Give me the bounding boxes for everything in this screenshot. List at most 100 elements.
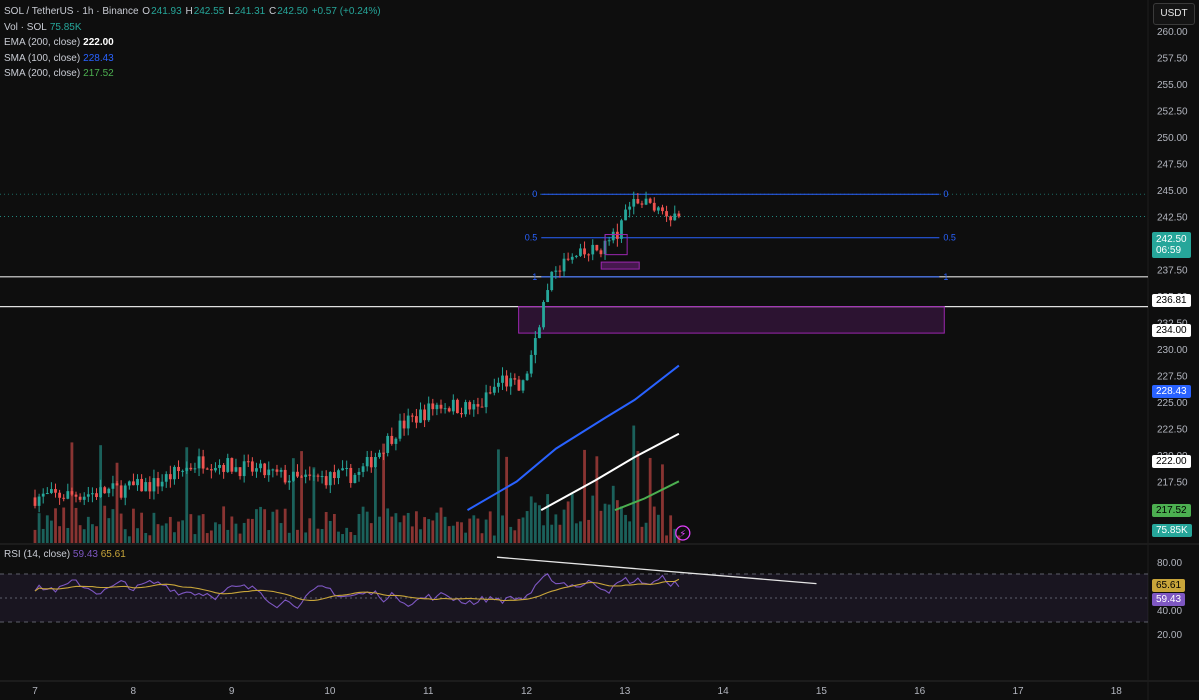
candle-body (271, 469, 275, 471)
volume-bar (566, 501, 570, 543)
fib-level-label: 0.5 (525, 233, 538, 243)
candle-body (259, 463, 262, 469)
indicator-sma200[interactable]: SMA (200, close) 217.52 (4, 66, 382, 82)
candle-body (488, 392, 492, 394)
price-tick-label: 255.00 (1157, 80, 1188, 91)
candle-body (193, 468, 197, 470)
volume-bar (181, 520, 185, 543)
candle-body (58, 492, 62, 498)
volume-bar (447, 526, 451, 543)
candle-body (369, 456, 373, 468)
volume-bar (246, 518, 250, 543)
time-tick-label: 10 (324, 686, 336, 697)
volume-bar (41, 528, 45, 543)
candle-body (189, 467, 193, 470)
volume-bar (390, 516, 394, 543)
candle-body (583, 248, 586, 255)
indicator-value: 75.85K (49, 21, 82, 33)
volume-bar (558, 524, 562, 543)
candle-body (349, 467, 353, 483)
candle-body (62, 497, 66, 499)
volume-bar (283, 508, 287, 543)
candle-body (427, 403, 431, 421)
rsi-tick-label: 80.00 (1157, 558, 1182, 569)
volume-bar (164, 523, 168, 543)
rsi-value: 59.43 (72, 549, 98, 560)
candle-body (513, 378, 517, 380)
volume-tag: 75.85K (1152, 524, 1192, 537)
volume-bar (140, 512, 144, 543)
volume-bar (218, 524, 221, 543)
volume-bar (95, 526, 98, 543)
candle-body (250, 461, 254, 472)
current-price: 242.50 (1156, 234, 1187, 245)
volume-bar (127, 536, 131, 543)
indicator-value: 217.52 (83, 68, 114, 79)
candle-body (480, 406, 484, 408)
candle-body (644, 198, 648, 205)
candle-body (320, 476, 324, 478)
volume-bar (394, 513, 398, 543)
price-tick-label: 250.00 (1157, 133, 1188, 144)
volume-bar (607, 504, 611, 543)
fib-level-label: 1 (943, 272, 948, 282)
fib-level-label: 1 (532, 272, 537, 282)
candle-body (628, 206, 632, 210)
price-tick-label: 252.50 (1157, 107, 1188, 118)
indicator-vol[interactable]: Vol · SOL 75.85K (4, 20, 382, 36)
rsi-trendline (496, 556, 817, 585)
volume-bar (82, 529, 86, 543)
bar-countdown: 06:59 (1156, 245, 1182, 256)
candle-body (291, 471, 295, 481)
sma200-tag: 217.52 (1152, 504, 1191, 517)
volume-bar (414, 511, 418, 543)
volume-bar (279, 523, 283, 543)
currency-button[interactable]: USDT (1153, 3, 1195, 25)
candle-body (115, 483, 119, 486)
candle-body (324, 476, 328, 486)
volume-bar (341, 534, 344, 543)
volume-bar (476, 518, 480, 543)
indicator-sma100[interactable]: SMA (100, close) 228.43 (4, 51, 382, 67)
symbol-title[interactable]: SOL / TetherUS · 1h · Binance (4, 6, 139, 17)
indicator-ema200[interactable]: EMA (200, close) 222.00 (4, 35, 382, 51)
volume-bar (435, 512, 439, 543)
volume-bar (410, 526, 414, 543)
volume-bar (238, 533, 242, 543)
time-tick-label: 11 (423, 686, 434, 697)
volume-bar (54, 508, 57, 543)
volume-bar (464, 532, 468, 543)
volume-bar (189, 514, 193, 543)
alert-icon (675, 525, 691, 541)
candle-body (460, 413, 463, 415)
price-tick-label: 230.00 (1157, 345, 1188, 356)
candle-body (152, 478, 156, 492)
time-tick-label: 18 (1111, 686, 1123, 697)
candle-body (33, 497, 37, 506)
volume-bar (525, 511, 529, 543)
volume-bar (644, 522, 648, 543)
candle-body (472, 404, 476, 410)
volume-bar (615, 500, 619, 543)
candle-body (99, 487, 103, 498)
candle-body (41, 493, 45, 497)
volume-bar (185, 447, 189, 543)
ohlc-header: SOL / TetherUS · 1h · Binance O241.93 H2… (4, 4, 382, 20)
volume-bar (517, 518, 521, 543)
volume-bar (148, 535, 152, 543)
candle-body (246, 461, 250, 463)
volume-bar (574, 523, 578, 543)
sma200-line (614, 480, 680, 512)
volume-bar (505, 456, 509, 543)
candle-body (283, 469, 287, 483)
rsi-legend[interactable]: RSI (14, close) 59.43 65.61 (4, 549, 126, 560)
volume-bar (468, 518, 472, 543)
rsi-tick-label: 40.00 (1157, 606, 1182, 617)
candle-body (230, 458, 234, 472)
candle-body (74, 494, 78, 497)
candle-body (255, 468, 258, 472)
candle-body (636, 198, 640, 204)
close-label: C (269, 6, 277, 17)
rsi-ma-value: 65.61 (100, 549, 126, 560)
